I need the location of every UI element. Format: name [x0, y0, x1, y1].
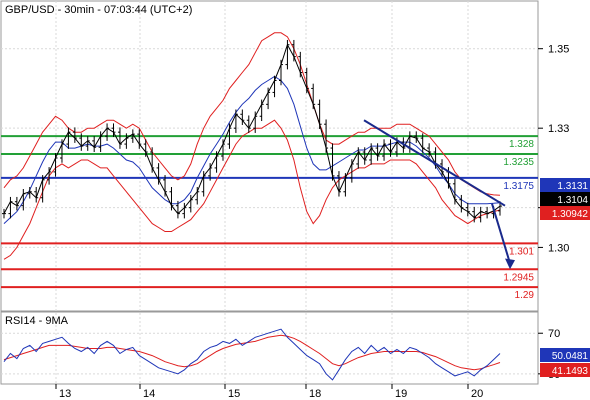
level-label-resistance-1: 1.328	[509, 139, 534, 150]
rsi-title: RSI14 - 9MA	[5, 315, 69, 327]
level-label-support-3: 1.29	[515, 290, 535, 301]
price-tick-label: 1.35	[548, 44, 569, 56]
price-tick-label: 1.30	[548, 242, 569, 254]
lower-band-line	[3, 119, 501, 260]
date-tick-label: 20	[471, 388, 483, 400]
badge-upper-band	[540, 178, 590, 192]
date-axis: 13 14 15 18 19 20	[55, 384, 483, 400]
badge-label-upper-band: 1.3131	[557, 181, 588, 192]
price-plot-frame	[0, 0, 539, 312]
badge-last-price	[540, 192, 590, 206]
trendline	[363, 119, 506, 207]
projection-arrow-shaft	[491, 203, 511, 264]
date-tick-label: 19	[395, 388, 407, 400]
price-line	[3, 43, 501, 219]
level-label-resistance-2: 1.3235	[503, 157, 534, 168]
rsi-layer	[1, 328, 538, 381]
price-tick-label: 1.33	[548, 123, 569, 135]
level-label-support-1: 1.301	[509, 246, 534, 257]
date-tick-label: 18	[309, 388, 321, 400]
middle-band-line	[3, 75, 501, 224]
bands-layer	[3, 32, 501, 260]
date-tick-label: 14	[143, 388, 155, 400]
badge-rsi-value	[540, 348, 590, 362]
badge-label-rsi-value: 50.0481	[552, 351, 589, 362]
badge-label-lower-band: 1.30942	[552, 209, 589, 220]
price-bars-layer	[2, 39, 502, 223]
date-tick-label: 15	[228, 388, 240, 400]
chart-title: GBP/USD - 30min - 07:03:44 (UTC+2)	[5, 4, 192, 16]
badge-label-last-price: 1.3104	[557, 195, 588, 206]
upper-band-line	[3, 32, 501, 196]
badge-lower-band	[540, 206, 590, 220]
date-tick-label: 13	[59, 388, 71, 400]
badge-rsi-ma	[540, 363, 590, 377]
badges-layer: 1.3131 1.3104 1.30942 50.0481 41.1493	[540, 178, 590, 377]
rsi-tick-label: 70	[548, 328, 560, 340]
rsi-line	[3, 328, 501, 381]
projection-arrow-head	[505, 258, 515, 270]
badge-label-rsi-ma: 41.1493	[552, 366, 589, 377]
level-label-support-2: 1.2945	[503, 272, 534, 283]
trend-layer	[363, 119, 515, 270]
rsi-plot-frame	[0, 311, 539, 385]
level-label-pivot: 1.3175	[503, 181, 534, 192]
